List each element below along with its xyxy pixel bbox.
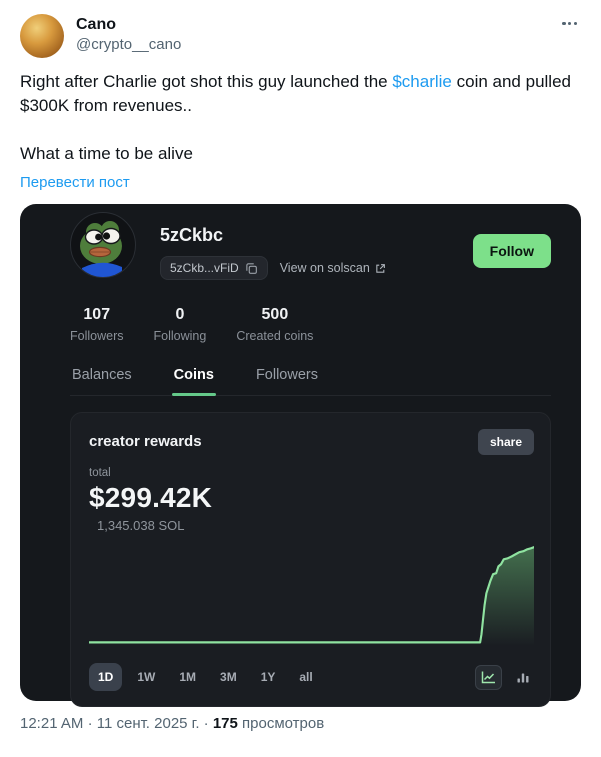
tweet-text-after-link: coin and pulled $300K from revenues.. [20, 72, 571, 115]
tweet-meta: 12:21 AM · 11 сент. 2025 г. · 175 просмо… [20, 715, 581, 732]
rewards-card: creator rewards share total $299.42K 1,3… [70, 412, 551, 707]
tweet-header: Cano @crypto__cano [20, 14, 581, 58]
profile-header: 5zCkbc 5zCkb...vFiD View on solscan [70, 212, 551, 280]
chart-controls: 1D 1W 1M 3M 1Y all [89, 663, 534, 691]
line-chart-toggle[interactable] [475, 664, 502, 690]
rewards-sol-value: 1,345.038 SOL [97, 518, 185, 533]
views-count: 175 [212, 715, 238, 732]
rewards-title: creator rewards [89, 433, 202, 450]
solscan-link[interactable]: View on solscan [280, 261, 386, 275]
author-name[interactable]: Cano [76, 16, 116, 33]
chart-type-toggles [475, 664, 534, 690]
profile-name: 5zCkbc [160, 225, 224, 245]
translate-post-link[interactable]: Перевести пост [20, 174, 130, 191]
range-3m[interactable]: 3M [211, 663, 246, 691]
stat-following-value: 0 [175, 306, 185, 323]
range-1m[interactable]: 1M [170, 663, 205, 691]
author-avatar[interactable] [20, 14, 64, 58]
profile-meta: 5zCkb...vFiD View on solscan [160, 256, 386, 280]
meta-separator: · [87, 715, 93, 732]
range-1d[interactable]: 1D [89, 663, 123, 691]
more-button[interactable] [558, 18, 581, 29]
meta-separator: · [203, 715, 209, 732]
tab-followers[interactable]: Followers [254, 367, 320, 395]
address-short: 5zCkb...vFiD [170, 261, 239, 275]
range-1w[interactable]: 1W [128, 663, 164, 691]
stat-following-label: Following [153, 329, 207, 343]
bar-chart-icon [517, 673, 529, 683]
tweet-paragraph-1: Right after Charlie got shot this guy la… [20, 70, 581, 118]
bar-chart-toggle[interactable] [512, 666, 534, 688]
rewards-header: creator rewards share [89, 429, 534, 455]
rewards-line [89, 546, 534, 644]
profile-avatar-pepe[interactable] [70, 212, 136, 278]
range-1y[interactable]: 1Y [252, 663, 285, 691]
rewards-area [89, 547, 534, 646]
copy-icon [245, 262, 257, 274]
tweet-time: 12:21 AM [20, 715, 84, 732]
range-buttons: 1D 1W 1M 3M 1Y all [89, 663, 322, 691]
author-block: Cano @crypto__cano [76, 14, 181, 55]
author-handle[interactable]: @crypto__cano [76, 36, 182, 53]
rewards-chart [89, 546, 534, 646]
more-icon [573, 22, 577, 26]
stat-followers: 107 Followers [70, 306, 124, 343]
rewards-total-label: total [89, 467, 111, 479]
tab-balances[interactable]: Balances [70, 367, 134, 395]
stat-following: 0 Following [154, 306, 207, 343]
more-icon [568, 22, 572, 26]
tweet-date: 11 сент. 2025 г. [96, 715, 200, 732]
cashtag-link[interactable]: $charlie [392, 72, 452, 91]
stat-created-coins-label: Created coins [236, 329, 314, 343]
stat-followers-label: Followers [70, 329, 124, 343]
line-chart-icon [481, 671, 495, 683]
range-all[interactable]: all [290, 663, 321, 691]
stat-followers-value: 107 [83, 306, 111, 323]
follow-button[interactable]: Follow [472, 234, 551, 268]
tweet: Cano @crypto__cano Right after Charlie g… [20, 14, 581, 732]
address-chip[interactable]: 5zCkb...vFiD [160, 256, 268, 280]
tab-coins[interactable]: Coins [171, 367, 217, 396]
tweet-paragraph-2: What a time to be alive [20, 144, 193, 163]
stat-created-coins-value: 500 [261, 306, 289, 323]
profile-tabs: Balances Coins Followers [70, 367, 551, 396]
stat-created-coins: 500 Created coins [236, 306, 313, 343]
embedded-profile-screenshot[interactable]: 5zCkbc 5zCkb...vFiD View on solscan [20, 204, 581, 707]
profile-stats: 107 Followers 0 Following 500 Created co… [70, 306, 551, 343]
tweet-text: Right after Charlie got shot this guy la… [20, 70, 581, 166]
tweet-text-before-link: Right after Charlie got shot this guy la… [20, 72, 393, 91]
rewards-total-value: $299.42K [89, 482, 213, 513]
external-link-icon [376, 263, 385, 273]
share-button[interactable]: share [477, 429, 534, 455]
more-icon [562, 22, 566, 26]
profile-info: 5zCkbc 5zCkb...vFiD View on solscan [160, 212, 386, 280]
solscan-label: View on solscan [279, 261, 370, 275]
views-label: просмотров [242, 715, 325, 732]
